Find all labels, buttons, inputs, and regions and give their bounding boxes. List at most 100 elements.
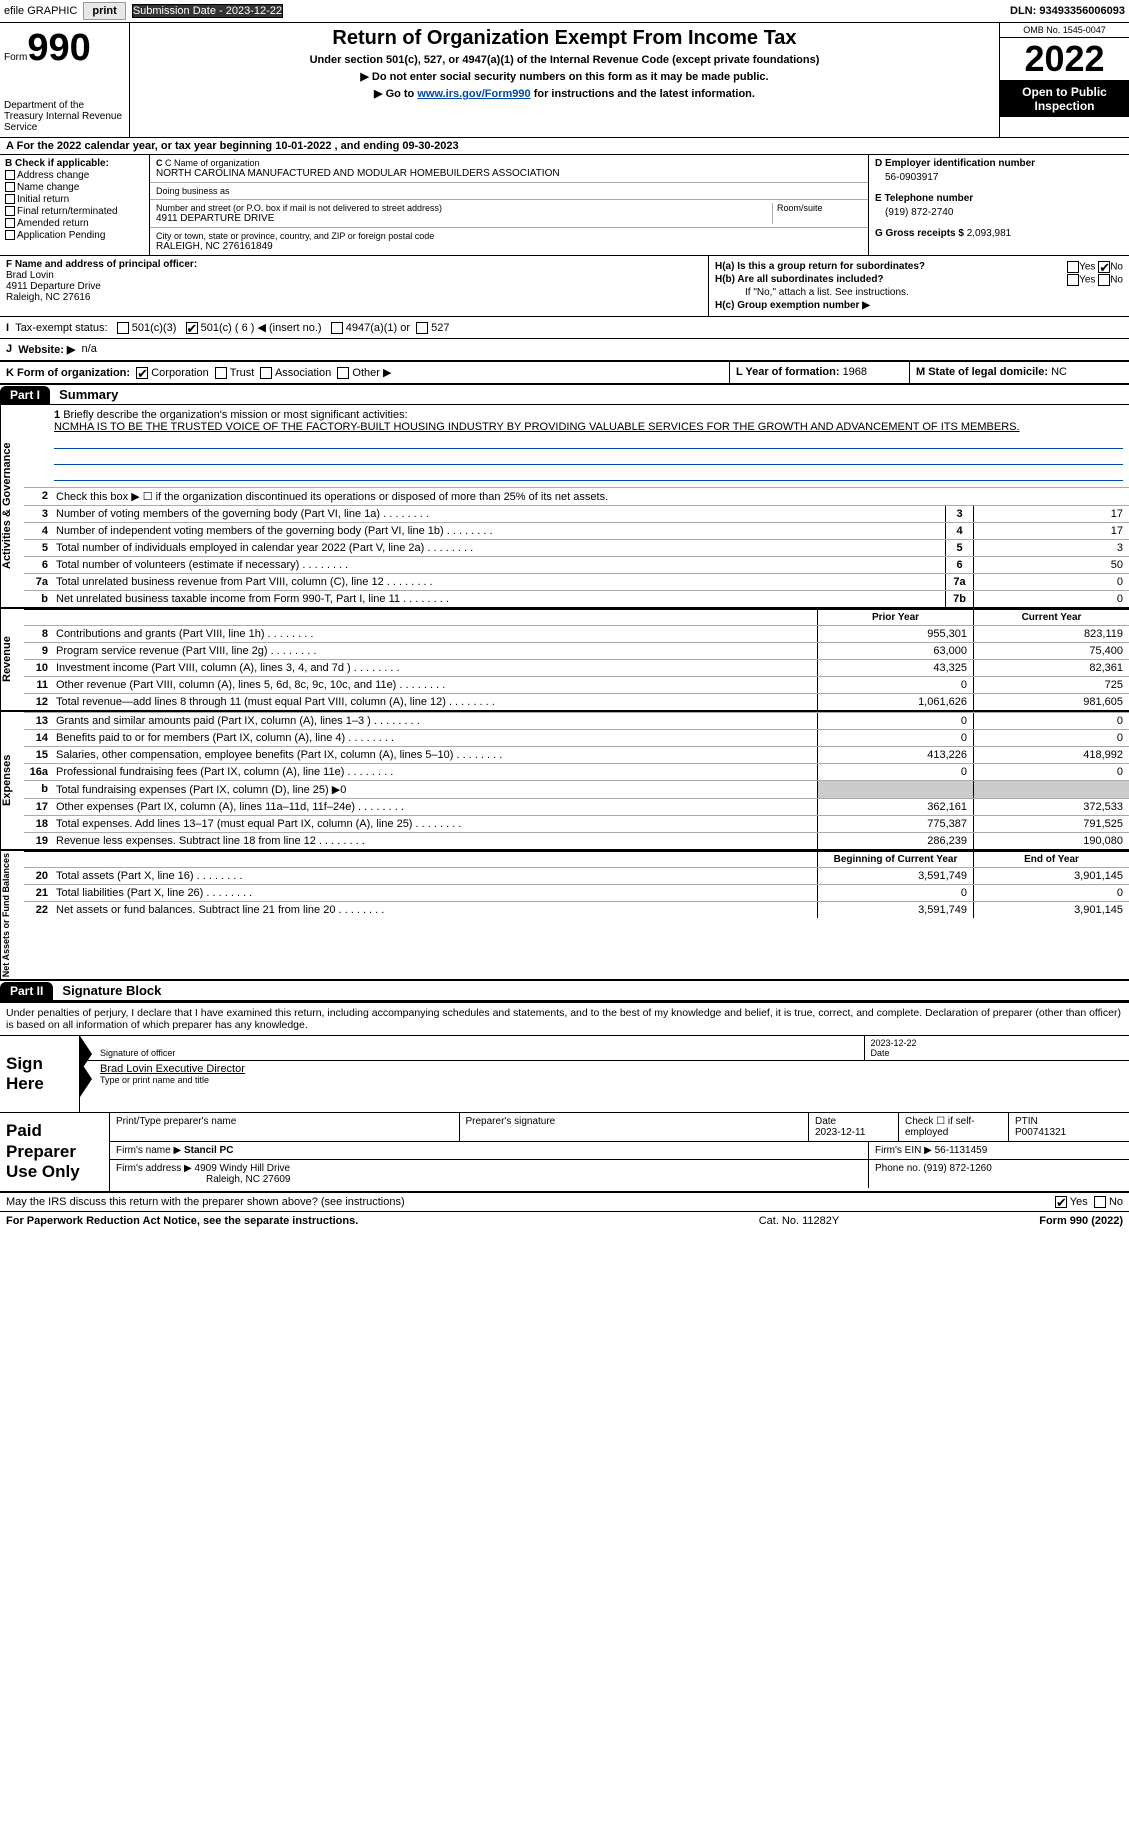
gov-line-3: 3Number of voting members of the governi… — [24, 505, 1129, 522]
irs-link[interactable]: www.irs.gov/Form990 — [417, 88, 530, 100]
net-col-headers: Beginning of Current YearEnd of Year — [24, 851, 1129, 867]
gov-line-6: 6Total number of volunteers (estimate if… — [24, 556, 1129, 573]
submission-date-box: Submission Date - 2023-12-22 — [132, 4, 283, 18]
ck-501c3[interactable] — [117, 322, 129, 334]
ha-no[interactable] — [1098, 261, 1110, 273]
ck-527[interactable] — [416, 322, 428, 334]
dln: DLN: 93493356006093 — [1010, 5, 1125, 17]
ck-other[interactable] — [337, 367, 349, 379]
vtab-net-assets: Net Assets or Fund Balances — [0, 851, 24, 979]
gov-line-4: 4Number of independent voting members of… — [24, 522, 1129, 539]
website-row: J Website: ▶ n/a — [0, 339, 1129, 362]
section-fh: F Name and address of principal officer:… — [0, 256, 1129, 317]
year-formation: L Year of formation: 1968 — [729, 362, 909, 383]
print-button[interactable]: print — [83, 2, 125, 20]
ck-501c[interactable] — [186, 322, 198, 334]
firm-ein: 56-1131459 — [935, 1145, 988, 1156]
telephone: (919) 872-2740 — [885, 207, 1123, 218]
exp-line-b: bTotal fundraising expenses (Part IX, co… — [24, 780, 1129, 798]
tax-year: 2022 — [1000, 38, 1129, 81]
ck-4947a1[interactable] — [331, 322, 343, 334]
vtab-revenue: Revenue — [0, 609, 24, 710]
title-block: Return of Organization Exempt From Incom… — [130, 23, 999, 137]
section-bcdeg: B Check if applicable: Address change Na… — [0, 155, 1129, 256]
part2-header: Part II Signature Block — [0, 981, 1129, 1001]
irs-discuss-yes[interactable] — [1055, 1196, 1067, 1208]
irs-discuss-no[interactable] — [1094, 1196, 1106, 1208]
vtab-governance: Activities & Governance — [0, 405, 24, 607]
blank-line — [54, 453, 1123, 465]
instructions-link-line: ▶ Go to www.irs.gov/Form990 for instruct… — [138, 87, 991, 100]
dept-treasury: Department of the Treasury Internal Reve… — [4, 100, 125, 133]
net-line-21: 21Total liabilities (Part X, line 26) 00 — [24, 884, 1129, 901]
street-address: 4911 DEPARTURE DRIVE — [156, 213, 772, 224]
gov-line-b: bNet unrelated business taxable income f… — [24, 590, 1129, 607]
principal-officer: F Name and address of principal officer:… — [0, 256, 709, 316]
irs-discuss-row: May the IRS discuss this return with the… — [0, 1193, 1129, 1212]
rev-line-10: 10Investment income (Part VIII, column (… — [24, 659, 1129, 676]
penalty-statement: Under penalties of perjury, I declare th… — [0, 1001, 1129, 1036]
ck-amended[interactable] — [5, 218, 15, 228]
exp-line-19: 19Revenue less expenses. Subtract line 1… — [24, 832, 1129, 849]
ein: 56-0903917 — [885, 172, 1123, 183]
preparer-phone: (919) 872-1260 — [923, 1163, 991, 1174]
firm-name: Stancil PC — [184, 1145, 233, 1156]
city-state-zip: RALEIGH, NC 276161849 — [156, 241, 862, 252]
state-domicile: M State of legal domicile: NC — [909, 362, 1129, 383]
org-name: NORTH CAROLINA MANUFACTURED AND MODULAR … — [156, 168, 862, 179]
summary-expenses: Expenses 13Grants and similar amounts pa… — [0, 712, 1129, 851]
col-deg: D Employer identification number 56-0903… — [869, 155, 1129, 255]
summary-governance: Activities & Governance 1 Briefly descri… — [0, 405, 1129, 609]
exp-line-15: 15Salaries, other compensation, employee… — [24, 746, 1129, 763]
paid-preparer-label: Paid Preparer Use Only — [0, 1113, 110, 1190]
signature-pointer-icon — [80, 1061, 94, 1087]
ha-yes[interactable] — [1067, 261, 1079, 273]
blank-line — [54, 437, 1123, 449]
website: n/a — [82, 343, 97, 356]
ck-initial-return[interactable] — [5, 194, 15, 204]
page-footer: For Paperwork Reduction Act Notice, see … — [0, 1212, 1129, 1230]
exp-line-13: 13Grants and similar amounts paid (Part … — [24, 712, 1129, 729]
line-a-calendar-year: A For the 2022 calendar year, or tax yea… — [0, 138, 1129, 155]
sign-here-label: Sign Here — [0, 1036, 80, 1112]
gov-line-5: 5Total number of individuals employed in… — [24, 539, 1129, 556]
exp-line-17: 17Other expenses (Part IX, column (A), l… — [24, 798, 1129, 815]
gross-receipts: 2,093,981 — [967, 228, 1012, 239]
exp-line-18: 18Total expenses. Add lines 13–17 (must … — [24, 815, 1129, 832]
ck-name-change[interactable] — [5, 182, 15, 192]
form-of-org: K Form of organization: Corporation Trus… — [0, 362, 729, 383]
vtab-expenses: Expenses — [0, 712, 24, 849]
summary-revenue: Revenue Prior YearCurrent Year 8Contribu… — [0, 609, 1129, 712]
omb-number: OMB No. 1545-0047 — [1000, 23, 1129, 38]
rev-line-9: 9Program service revenue (Part VIII, lin… — [24, 642, 1129, 659]
gov-line-7a: 7aTotal unrelated business revenue from … — [24, 573, 1129, 590]
exp-line-16a: 16aProfessional fundraising fees (Part I… — [24, 763, 1129, 780]
rev-line-11: 11Other revenue (Part VIII, column (A), … — [24, 676, 1129, 693]
open-to-public: Open to Public Inspection — [1000, 81, 1129, 117]
form-header: Form990 Department of the Treasury Inter… — [0, 23, 1129, 138]
ck-address-change[interactable] — [5, 170, 15, 180]
form-subtitle: Under section 501(c), 527, or 4947(a)(1)… — [138, 54, 991, 66]
ck-final-return[interactable] — [5, 206, 15, 216]
klm-row: K Form of organization: Corporation Trus… — [0, 362, 1129, 385]
paid-preparer-section: Paid Preparer Use Only Print/Type prepar… — [0, 1113, 1129, 1192]
ck-trust[interactable] — [215, 367, 227, 379]
ck-association[interactable] — [260, 367, 272, 379]
catalog-number: Cat. No. 11282Y — [759, 1215, 840, 1227]
net-line-20: 20Total assets (Part X, line 16) 3,591,7… — [24, 867, 1129, 884]
tax-exempt-status: I Tax-exempt status: 501(c)(3) 501(c) ( … — [0, 317, 1129, 339]
summary-net-assets: Net Assets or Fund Balances Beginning of… — [0, 851, 1129, 981]
hb-yes[interactable] — [1067, 274, 1079, 286]
rev-line-8: 8Contributions and grants (Part VIII, li… — [24, 625, 1129, 642]
h-group-return: H(a) Is this a group return for subordin… — [709, 256, 1129, 316]
rev-col-headers: Prior YearCurrent Year — [24, 609, 1129, 625]
year-block: OMB No. 1545-0047 2022 Open to Public In… — [999, 23, 1129, 137]
net-line-22: 22Net assets or fund balances. Subtract … — [24, 901, 1129, 918]
hb-no[interactable] — [1098, 274, 1110, 286]
privacy-note: ▶ Do not enter social security numbers o… — [138, 70, 991, 83]
signature-pointer-icon — [80, 1036, 94, 1060]
ck-corporation[interactable] — [136, 367, 148, 379]
mission-block: 1 Briefly describe the organization's mi… — [24, 405, 1129, 487]
col-c-org: C C Name of organizationNORTH CAROLINA M… — [150, 155, 869, 255]
ck-application-pending[interactable] — [5, 230, 15, 240]
